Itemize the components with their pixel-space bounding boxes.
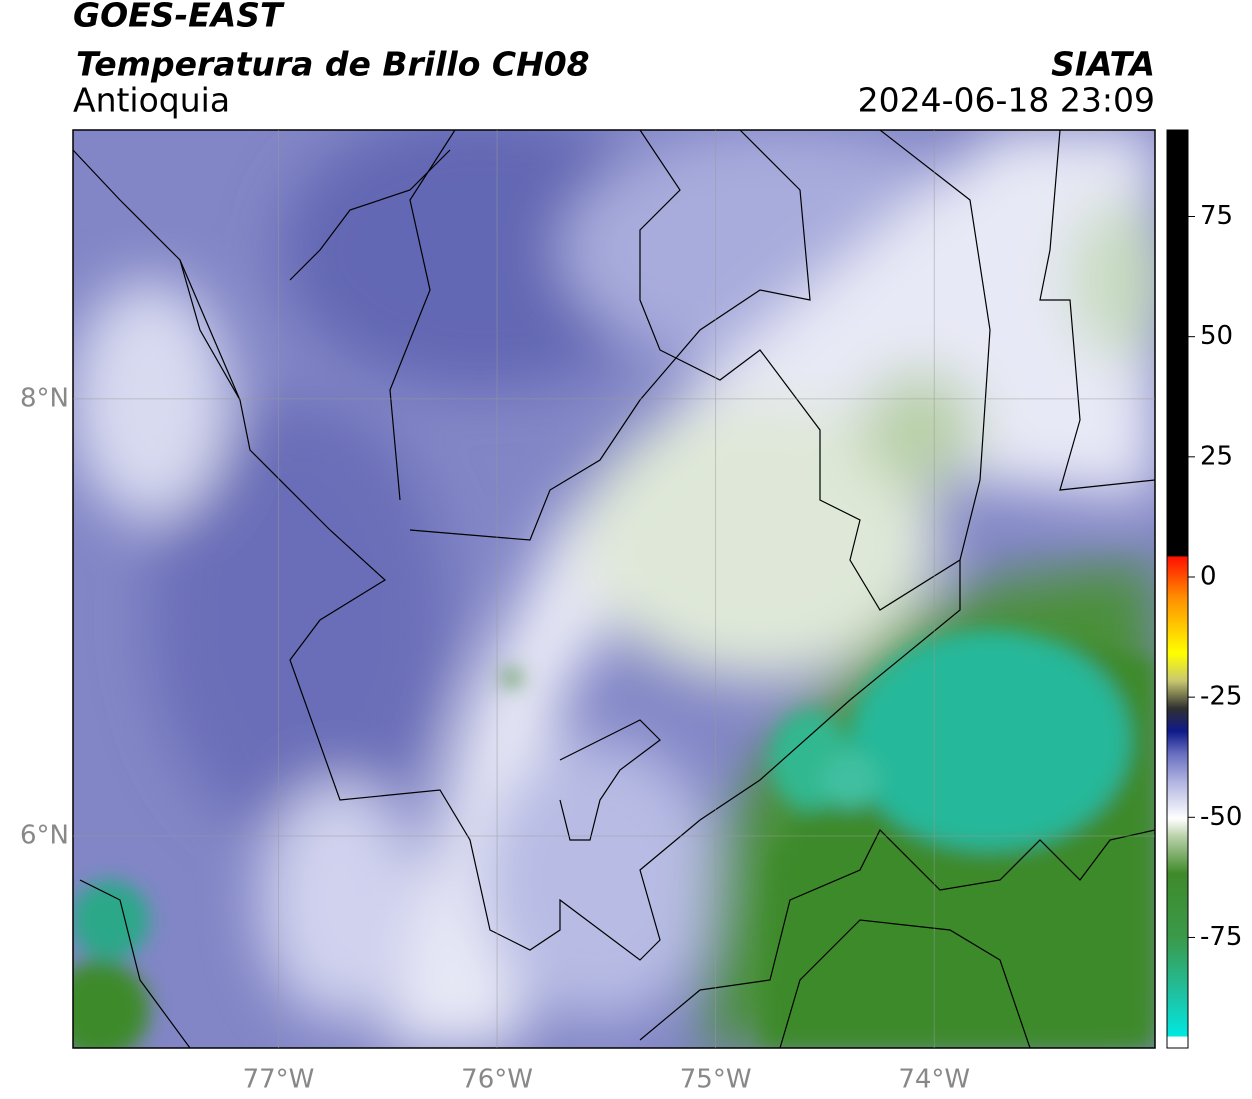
timestamp: 2024-06-18 23:09 <box>858 81 1155 120</box>
colorbar-tick-label: -25 <box>1200 682 1242 712</box>
boundaries <box>73 130 1155 1048</box>
colorbar-tick-label: 75 <box>1200 201 1233 231</box>
y-tick-label: 8°N <box>20 383 69 413</box>
y-tick-label: 6°N <box>20 820 69 850</box>
colorbar-tick-label: -75 <box>1200 922 1242 952</box>
subtitle: Temperatura de Brillo CH08 <box>76 45 590 84</box>
colorbar-tick-label: 25 <box>1200 441 1233 471</box>
region: Antioquia <box>73 81 230 120</box>
map-frame <box>72 129 1156 1049</box>
x-tick-label: 74°W <box>898 1065 970 1095</box>
colorbar <box>1166 129 1189 1049</box>
colorbar-tick-label: 50 <box>1200 321 1233 351</box>
source: SIATA <box>1051 45 1155 84</box>
colorbar-tick-label: 0 <box>1200 561 1217 591</box>
satellite-image <box>73 130 1155 1048</box>
x-tick-label: 75°W <box>680 1065 752 1095</box>
x-tick-label: 76°W <box>461 1065 533 1095</box>
colorbar-tick-label: -50 <box>1200 802 1242 832</box>
x-tick-label: 77°W <box>243 1065 315 1095</box>
title: GOES-EAST <box>73 0 285 35</box>
